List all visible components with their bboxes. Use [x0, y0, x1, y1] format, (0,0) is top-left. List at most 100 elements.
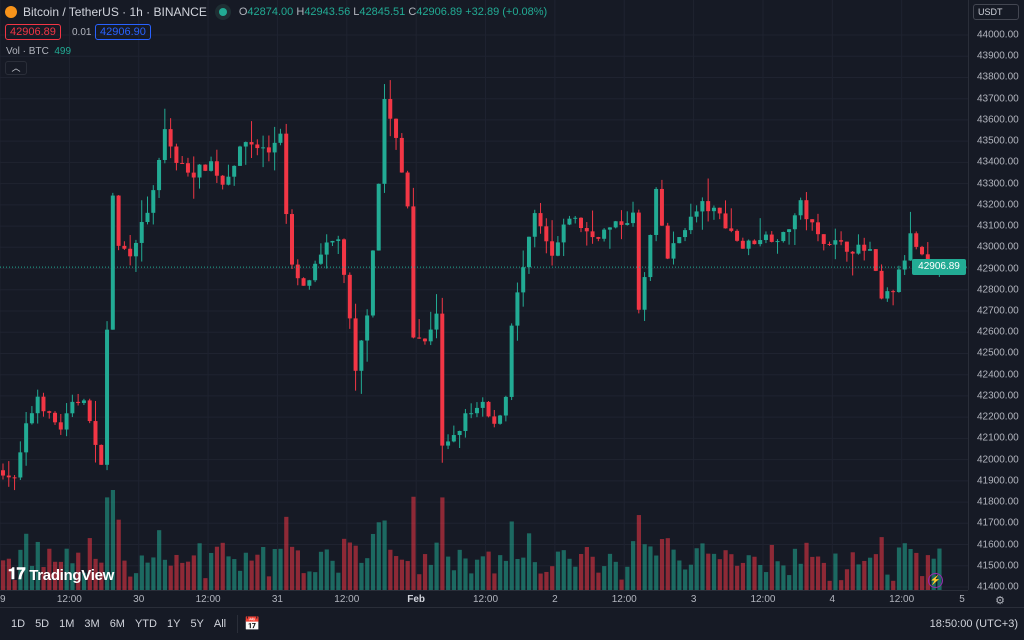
volume-bar — [920, 576, 925, 590]
price-chart[interactable] — [0, 0, 968, 590]
candle-body — [821, 234, 826, 244]
candle-body — [382, 99, 387, 184]
volume-bar — [399, 559, 405, 590]
candle-body — [209, 161, 214, 171]
currency-selector[interactable]: USDT — [973, 4, 1019, 20]
collapse-legend-button[interactable]: ︿ — [5, 61, 27, 75]
volume-bar — [503, 560, 509, 590]
candle-body — [885, 291, 890, 299]
candle-body — [474, 407, 479, 414]
candle-body — [798, 200, 803, 216]
volume-bar — [463, 558, 468, 590]
volume-bar — [209, 552, 214, 590]
volume-bar — [116, 519, 121, 590]
tv-logo-icon: 𝟏𝟕 — [8, 566, 26, 583]
volume-bar — [844, 569, 850, 590]
candle-body — [625, 223, 630, 225]
range-3m[interactable]: 3M — [84, 618, 100, 630]
candle-body — [602, 229, 607, 239]
volume-bar — [544, 571, 549, 590]
tradingview-logo[interactable]: 𝟏𝟕 TradingView — [8, 566, 114, 584]
symbol-title[interactable]: Bitcoin / TetherUS · 1h · BINANCE — [23, 5, 207, 19]
candle-body — [920, 246, 925, 255]
candle-body — [330, 240, 335, 243]
volume-bar — [405, 561, 410, 590]
sell-price-button[interactable]: 42906.89 — [5, 24, 61, 40]
volume-bar — [561, 550, 566, 590]
price-axis[interactable]: 44000.00 43900.00 43800.00 43700.00 43600.00… — [968, 0, 1024, 593]
range-1m[interactable]: 1M — [59, 618, 75, 630]
candle-body — [573, 217, 578, 219]
candle-body — [428, 329, 433, 342]
candle-body — [214, 161, 219, 176]
volume-bar — [509, 521, 514, 590]
candle-body — [318, 254, 323, 264]
candle-body — [180, 162, 185, 164]
candle-body — [191, 172, 196, 178]
candle-body — [232, 165, 237, 177]
candle-body — [133, 242, 138, 257]
candle-body — [220, 175, 225, 185]
range-ytd[interactable]: YTD — [134, 618, 157, 630]
volume-bar — [694, 548, 699, 590]
volume-bar — [677, 560, 682, 590]
go-to-date-calendar-icon[interactable]: 📅 — [244, 616, 261, 631]
volume-bar — [370, 533, 376, 590]
price-tick: 42200.00 — [977, 411, 1019, 423]
lightning-icon[interactable]: ⚡ — [928, 573, 943, 588]
price-tick: 43800.00 — [977, 71, 1019, 83]
candle-body — [688, 216, 693, 231]
candle-body — [758, 240, 763, 245]
volume-bar — [914, 552, 919, 590]
candle-body — [804, 200, 809, 220]
price-tick: 42000.00 — [977, 454, 1019, 466]
volume-bar — [440, 497, 445, 590]
volume-bar — [584, 547, 589, 590]
candle-body — [226, 176, 231, 185]
volume-bar — [804, 542, 809, 590]
volume-bar — [318, 551, 324, 590]
range-1y[interactable]: 1Y — [166, 618, 181, 630]
candle-body — [342, 239, 347, 275]
time-tick: 12:00 — [750, 594, 776, 605]
clock[interactable]: 18:50:00 (UTC+3) — [929, 618, 1018, 630]
price-tick: 42500.00 — [977, 347, 1019, 359]
price-tick: 43600.00 — [977, 114, 1019, 126]
candle-body — [792, 215, 797, 230]
time-axis[interactable]: 29 12:00 30 12:00 31 12:00 Feb 12:00 2 12:00 3 12:0… — [0, 590, 968, 607]
buy-price-button[interactable]: 42906.90 — [95, 24, 151, 40]
candle-body — [613, 221, 618, 228]
candle-body — [24, 423, 29, 453]
range-6m[interactable]: 6M — [109, 618, 125, 630]
candle-body — [567, 218, 572, 225]
volume-bar — [6, 558, 11, 590]
settings-gear-icon[interactable]: ⚙ — [995, 595, 1005, 607]
range-5y[interactable]: 5Y — [190, 618, 204, 630]
candle-body — [370, 250, 375, 316]
volume-bar — [613, 561, 618, 590]
candle-body — [735, 230, 740, 241]
range-all[interactable]: All — [213, 618, 227, 630]
candle-body — [896, 269, 901, 292]
volume-bar — [290, 546, 295, 590]
volume-bar — [833, 553, 838, 590]
candle-body — [683, 230, 688, 238]
range-1d[interactable]: 1D — [11, 618, 26, 630]
volume-bar — [105, 497, 110, 590]
volume-bar — [422, 554, 428, 590]
symbol-legend: Bitcoin / TetherUS · 1h · BINANCE O42874… — [5, 5, 547, 19]
candle-body — [596, 237, 601, 239]
volume-bar — [555, 551, 561, 590]
candle-body — [70, 401, 75, 414]
volume-bar — [76, 552, 81, 590]
time-tick: 12:00 — [56, 594, 82, 605]
volume-bar — [810, 556, 815, 590]
volume-bar — [41, 567, 46, 590]
volume-bar — [261, 547, 266, 590]
candle-body — [723, 213, 728, 229]
candle-body — [868, 249, 872, 251]
range-5d[interactable]: 5D — [35, 618, 50, 630]
candle-body — [665, 225, 670, 259]
candle-body — [237, 146, 242, 166]
candle-body — [197, 164, 202, 178]
